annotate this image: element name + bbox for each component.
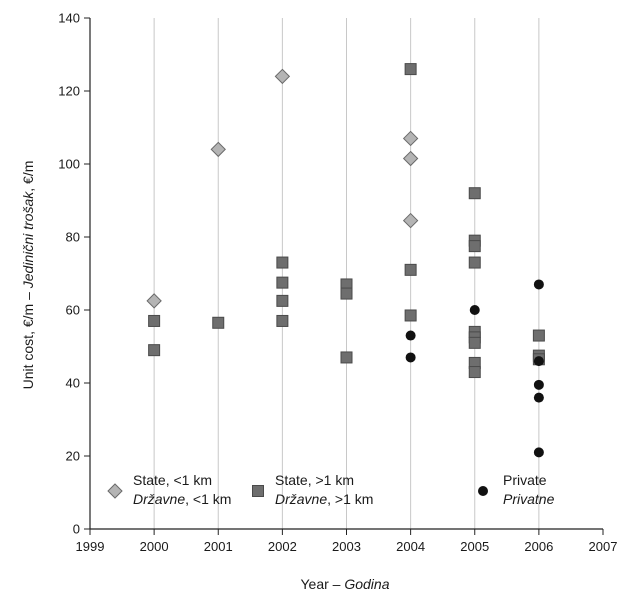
data-point-square xyxy=(276,294,289,307)
x-axis-title: Year – Godina xyxy=(300,576,389,592)
data-point-square xyxy=(468,240,481,253)
legend-marker-circle xyxy=(478,486,488,496)
data-point-diamond xyxy=(146,293,162,309)
legend-label-alt: Državne, >1 km xyxy=(275,491,373,507)
data-point-square xyxy=(212,316,225,329)
y-tick-label: 20 xyxy=(66,449,80,464)
x-tick-label: 1999 xyxy=(76,539,105,554)
grid-lines xyxy=(153,18,540,529)
x-tick-label: 2001 xyxy=(204,539,233,554)
y-tick-label: 140 xyxy=(58,11,80,26)
data-point-square xyxy=(148,344,161,357)
x-tick-label: 2002 xyxy=(268,539,297,554)
data-point-square xyxy=(404,263,417,276)
data-point-diamond xyxy=(402,130,419,147)
data-point-square xyxy=(276,314,289,327)
y-tick-label: 80 xyxy=(66,230,80,245)
data-point-circle xyxy=(469,305,480,315)
y-tick-label: 120 xyxy=(58,84,80,99)
data-point-square xyxy=(340,287,353,300)
data-point-square xyxy=(404,63,417,76)
axes xyxy=(84,17,604,535)
data-point-circle xyxy=(405,330,416,341)
data-point-square xyxy=(340,351,353,364)
legend: State, <1 km Državne, <1 km State, >1 km Dr… xyxy=(107,472,555,507)
data-point-square xyxy=(532,329,545,342)
legend-label: State, >1 km xyxy=(275,472,354,488)
y-axis-title: Unit cost, €/m – Jedinični trošak, €/m xyxy=(20,161,36,390)
data-point-circle xyxy=(405,352,416,363)
data-point-square xyxy=(148,314,161,327)
data-point-circle xyxy=(533,379,544,390)
data-point-square xyxy=(468,256,481,269)
data-point-diamond xyxy=(402,150,419,167)
y-tick-label: 60 xyxy=(66,303,80,318)
legend-marker-diamond xyxy=(107,483,123,499)
x-tick-label: 2003 xyxy=(332,539,361,554)
data-point-square xyxy=(404,309,417,322)
x-tick-label: 2007 xyxy=(589,539,618,554)
legend-label-alt: Privatne xyxy=(503,491,555,507)
x-tick-label: 2006 xyxy=(524,539,553,554)
legend-label: State, <1 km xyxy=(133,472,212,488)
data-point-circle xyxy=(533,392,544,403)
x-tick-label: 2000 xyxy=(140,539,169,554)
data-point-square xyxy=(276,276,289,289)
x-tick-label: 2005 xyxy=(460,539,489,554)
data-point-circle xyxy=(533,356,544,367)
data-point-square xyxy=(468,336,481,349)
legend-marker-square xyxy=(252,485,264,497)
data-point-square xyxy=(276,256,289,269)
data-points xyxy=(146,63,545,458)
y-tick-label: 40 xyxy=(66,376,80,391)
tick-labels: 1999 2000 2001 2002 2003 2004 2005 2006 2007 0 20 4… xyxy=(58,11,617,555)
data-point-square xyxy=(468,366,481,379)
legend-label: Private xyxy=(503,472,547,488)
data-point-circle xyxy=(533,279,544,290)
y-tick-label: 100 xyxy=(58,157,80,172)
legend-label-alt: Državne, <1 km xyxy=(133,491,231,507)
data-point-square xyxy=(468,187,481,200)
data-point-diamond xyxy=(210,141,226,158)
data-point-diamond xyxy=(402,212,419,229)
data-point-diamond xyxy=(274,68,291,85)
data-point-circle xyxy=(533,447,544,458)
y-tick-label: 0 xyxy=(73,522,80,537)
x-tick-label: 2004 xyxy=(396,539,425,554)
